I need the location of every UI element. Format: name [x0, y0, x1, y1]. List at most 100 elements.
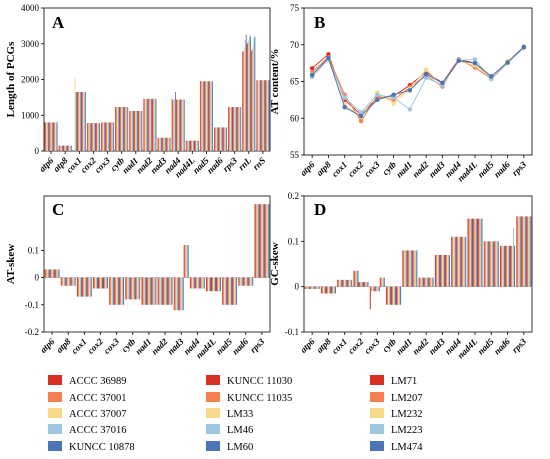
bar [330, 286, 332, 294]
bar [172, 99, 174, 151]
panel-letter: A [52, 13, 65, 32]
bar [164, 277, 166, 305]
bar [107, 122, 108, 151]
bar [447, 254, 449, 287]
bar [68, 277, 70, 286]
bar [251, 277, 253, 286]
bar [474, 218, 476, 287]
bar [526, 216, 528, 287]
bar [414, 250, 416, 287]
bar [207, 81, 209, 151]
bar [181, 277, 183, 311]
bar [406, 250, 408, 287]
bar [200, 81, 202, 151]
bar [405, 250, 407, 287]
y-axis-label: AT-skew [5, 244, 17, 284]
bar [132, 110, 134, 151]
bar [117, 277, 119, 305]
x-tick-label: atp8 [314, 159, 333, 178]
bar [123, 277, 125, 305]
bar [223, 127, 225, 151]
x-tick-label: nad1 [133, 336, 153, 356]
data-point [456, 58, 461, 64]
bar [212, 277, 214, 292]
bar [256, 204, 258, 278]
bar [488, 241, 490, 287]
bar [87, 123, 89, 151]
bar [173, 99, 175, 151]
bar [129, 110, 131, 151]
bar [392, 286, 394, 305]
bar [179, 277, 181, 311]
y-tick-label: 60 [290, 113, 300, 123]
bar [193, 140, 195, 151]
bar [214, 127, 216, 151]
bar [265, 204, 267, 278]
bar [98, 277, 100, 289]
bar [218, 277, 220, 292]
bar [100, 277, 101, 289]
bar [126, 107, 128, 151]
bar [390, 286, 392, 305]
bar [48, 122, 50, 151]
bar [263, 80, 265, 151]
bar [465, 236, 467, 287]
bar [213, 277, 215, 292]
y-tick-label: 70 [290, 40, 300, 50]
bar [107, 122, 109, 151]
bar [116, 107, 117, 151]
bar [78, 92, 80, 151]
bar [111, 122, 113, 151]
bar [80, 277, 82, 297]
bar [135, 277, 137, 300]
bar [376, 286, 378, 292]
bar [322, 286, 324, 294]
bar [359, 282, 361, 287]
bar [320, 286, 322, 294]
bar [163, 137, 165, 151]
bar [249, 34, 251, 151]
x-tick-label: nad6 [492, 159, 513, 180]
bar [345, 279, 347, 287]
bar [355, 270, 357, 287]
bar [110, 122, 112, 151]
bar [378, 286, 380, 292]
bar [89, 277, 91, 297]
bar [468, 218, 470, 287]
bar [202, 81, 204, 151]
bar [66, 145, 68, 151]
bar [305, 286, 307, 289]
bar [182, 277, 184, 311]
bar [178, 99, 180, 151]
bar [116, 277, 118, 305]
bar [162, 137, 164, 151]
bar [77, 277, 79, 297]
bar [451, 236, 453, 287]
bar [394, 286, 396, 305]
bar [85, 277, 87, 297]
bar [313, 286, 315, 289]
bar [102, 277, 104, 289]
bar [201, 81, 203, 151]
panel-d: DGC-skew-0.100.10.2atp6atp8cox1cox2cox3c… [269, 191, 533, 360]
x-tick-label: nad3 [427, 336, 448, 357]
bar [230, 277, 232, 305]
bar [191, 277, 193, 289]
bar [395, 286, 397, 305]
data-point [472, 57, 478, 62]
bar [146, 277, 148, 305]
bar [148, 98, 150, 151]
bar [98, 123, 100, 151]
bar [190, 140, 192, 151]
bar [430, 277, 432, 287]
bar [239, 277, 241, 286]
bar [519, 216, 521, 287]
legend-swatch [370, 375, 384, 385]
bar [50, 269, 52, 278]
bar [304, 286, 306, 289]
y-tick-label: -0.1 [285, 327, 299, 337]
bar [223, 277, 225, 305]
bar [44, 122, 46, 151]
bar [182, 99, 183, 151]
